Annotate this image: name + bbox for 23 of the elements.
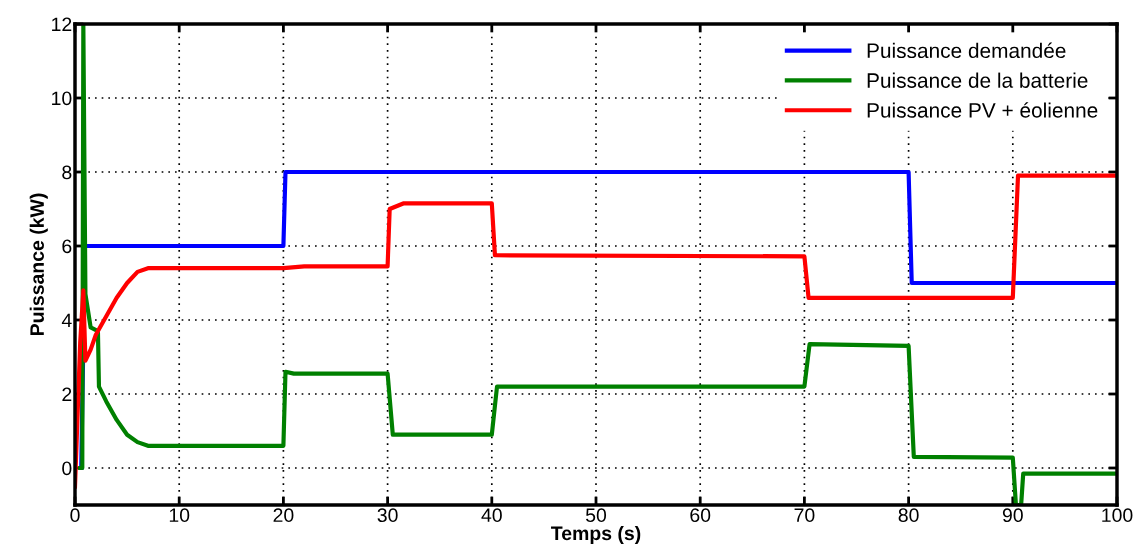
x-tick-label: 10: [169, 508, 190, 523]
x-tick-label: 50: [585, 508, 607, 523]
line-series: [78, 24, 1117, 505]
x-tick-label: 60: [690, 508, 711, 523]
x-tick-label: 20: [273, 508, 294, 523]
legend-label: Puissance PV + éolienne: [867, 102, 1098, 118]
x-tick-label: 30: [377, 508, 398, 523]
y-tick-label: 6: [62, 239, 72, 254]
y-tick-label: 10: [52, 91, 72, 106]
legend-label: Puissance demandée: [867, 42, 1066, 59]
y-tick-label: 2: [62, 387, 72, 402]
x-tick-label: 80: [898, 508, 919, 523]
x-tick-label: 40: [481, 508, 502, 523]
legend-label: Puissance de la batterie: [867, 72, 1088, 88]
y-tick-label: 12: [52, 17, 72, 32]
x-tick-label: 90: [1002, 508, 1023, 523]
x-axis-title: Temps (s): [551, 525, 641, 545]
y-axis-title: Puissance (kW): [29, 193, 48, 336]
y-tick-label: 4: [61, 313, 72, 328]
y-tick-label: 0: [62, 461, 72, 476]
x-tick-label: 100: [1102, 508, 1133, 523]
x-tick-label: 70: [794, 508, 815, 523]
y-tick-label: 8: [62, 165, 72, 180]
